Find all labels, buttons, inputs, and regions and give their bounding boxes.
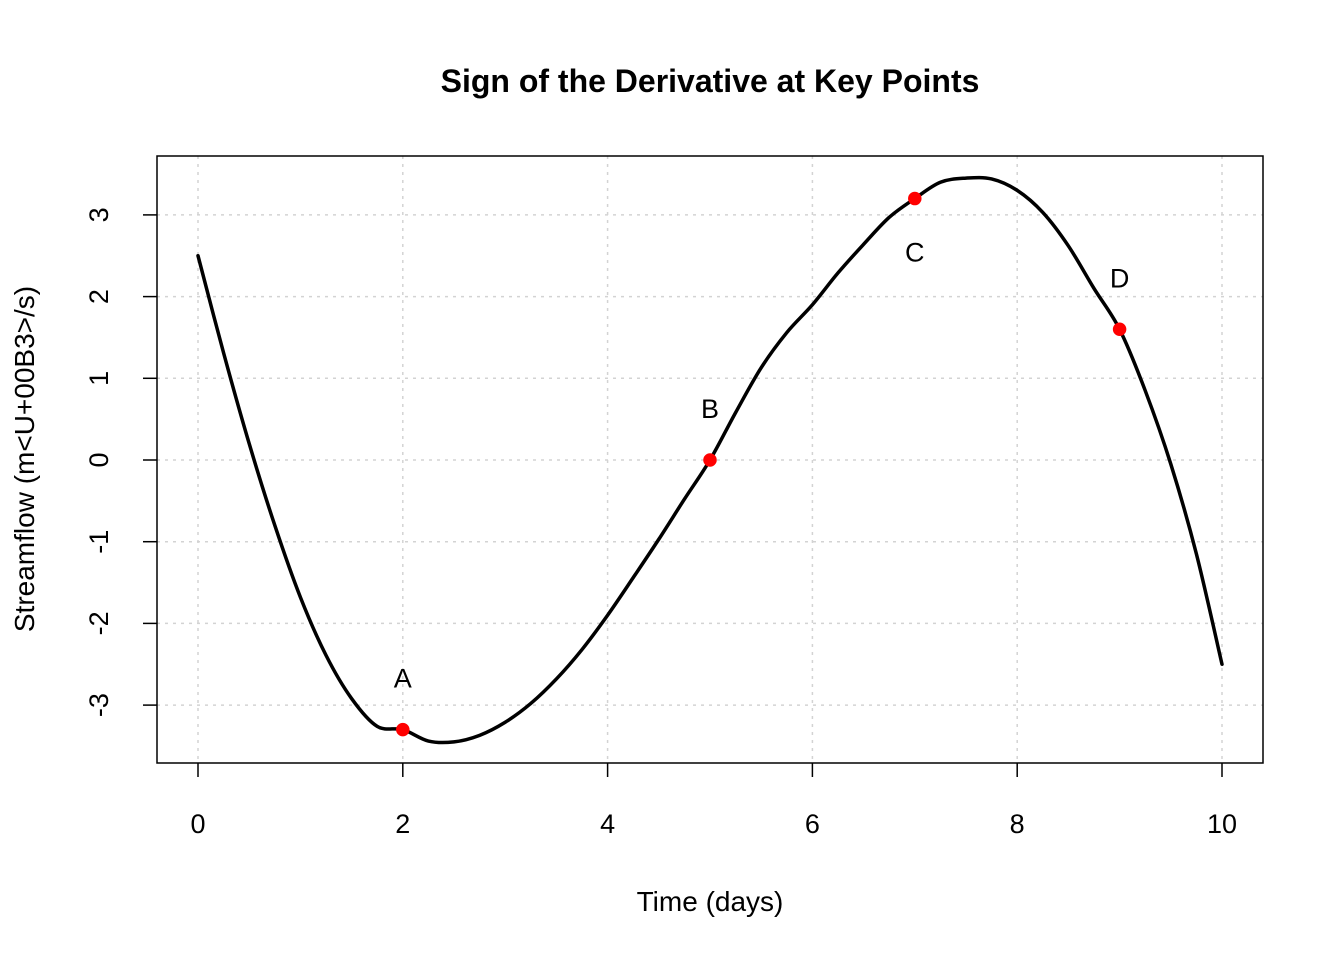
y-tick-label: -1 bbox=[84, 530, 114, 554]
key-point-marker bbox=[703, 453, 717, 467]
key-point-label: C bbox=[905, 238, 925, 268]
y-tick-label: 2 bbox=[84, 289, 114, 304]
chart-title: Sign of the Derivative at Key Points bbox=[441, 63, 980, 99]
x-axis-title: Time (days) bbox=[637, 886, 784, 917]
x-tick-label: 10 bbox=[1207, 809, 1237, 839]
y-tick-label: -2 bbox=[84, 611, 114, 635]
x-tick-label: 4 bbox=[600, 809, 615, 839]
x-tick-label: 6 bbox=[805, 809, 820, 839]
y-tick-label: 3 bbox=[84, 207, 114, 222]
points-layer: A B C D bbox=[394, 191, 1130, 737]
x-tick-label: 8 bbox=[1010, 809, 1025, 839]
x-tick-label: 2 bbox=[395, 809, 410, 839]
ticks-layer: 0 2 4 6 8 10 -3 -2 -1 0 1 2 3 bbox=[84, 207, 1237, 839]
y-tick-label: -3 bbox=[84, 693, 114, 717]
key-point-marker bbox=[1112, 322, 1127, 337]
plot-frame bbox=[156, 155, 1264, 764]
key-point-label: D bbox=[1110, 263, 1130, 293]
key-point-marker bbox=[908, 191, 922, 206]
y-tick-label: 0 bbox=[84, 452, 114, 467]
key-point-label: B bbox=[701, 394, 719, 424]
key-point-label: A bbox=[394, 664, 412, 694]
x-tick-label: 0 bbox=[190, 809, 205, 839]
key-point-marker bbox=[396, 722, 410, 737]
y-axis-title: Streamflow (m<U+00B3>/s) bbox=[9, 286, 40, 632]
y-tick-label: 1 bbox=[84, 371, 114, 386]
